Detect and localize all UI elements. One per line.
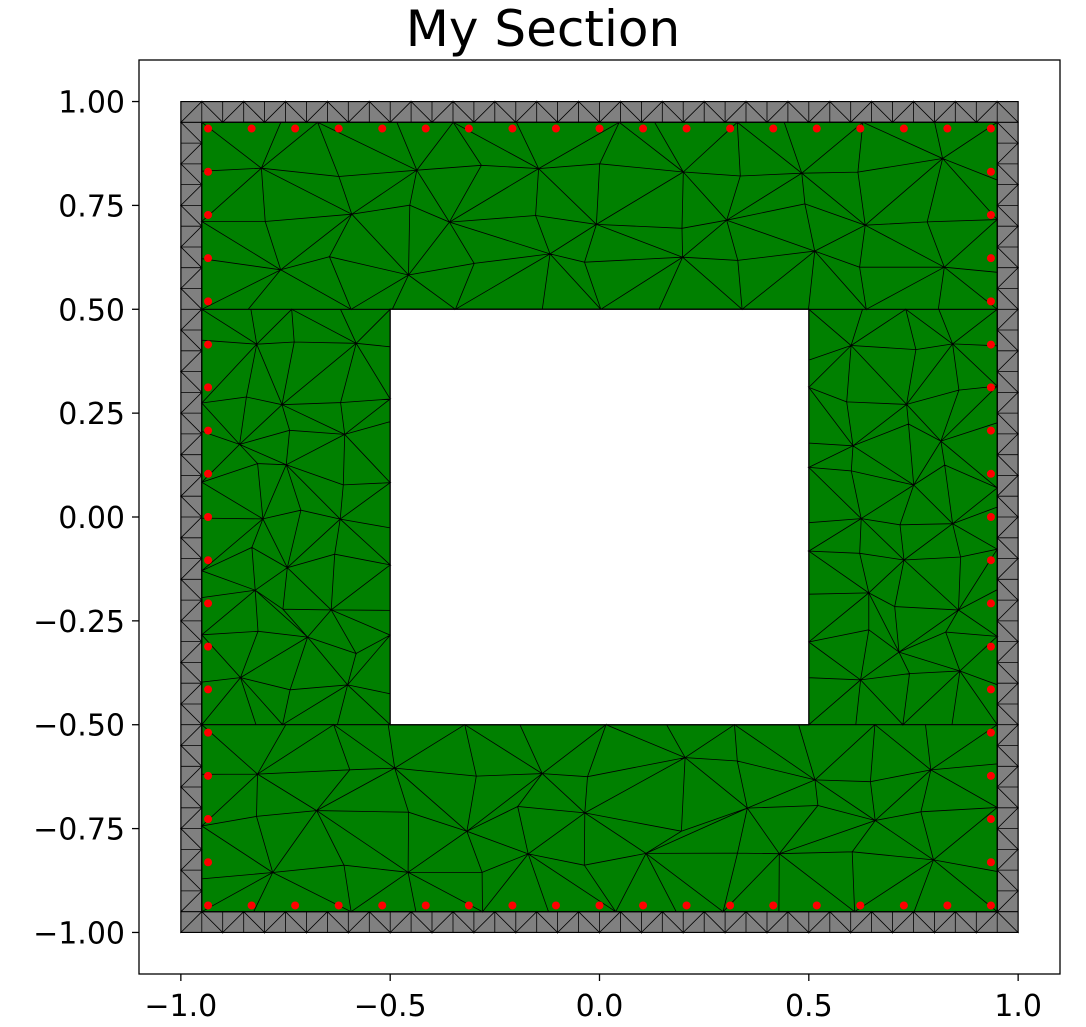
y-tick-label: −0.50 (33, 709, 125, 744)
rebar-point (204, 426, 213, 435)
rebar-point (421, 124, 430, 133)
rebar-point (204, 858, 213, 867)
rebar-point (856, 901, 865, 910)
rebar-point (204, 556, 213, 565)
rebar-point (551, 124, 560, 133)
rebar-point (334, 124, 343, 133)
rebar-point (247, 901, 256, 910)
rebar-point (204, 815, 213, 824)
rebar-point (986, 771, 995, 780)
mesh-lines (179, 910, 1020, 934)
rebar-point (769, 124, 778, 133)
rebar-point (334, 901, 343, 910)
rebar-point (812, 901, 821, 910)
rebar-point (247, 124, 256, 133)
rebar-point (204, 599, 213, 608)
rebar-point (726, 124, 735, 133)
rebar-point (204, 167, 213, 176)
rebar-point (378, 901, 387, 910)
rebar-point (986, 167, 995, 176)
rebar-point (986, 685, 995, 694)
rebar-point (943, 124, 952, 133)
rebar-point (595, 901, 604, 910)
rebar-point (204, 901, 213, 910)
mesh-lines (200, 723, 999, 914)
mesh-lines (200, 308, 392, 726)
rebar-point (508, 901, 517, 910)
rebar-point (204, 383, 213, 392)
y-tick-label: −0.25 (33, 605, 125, 640)
rebar-point (986, 815, 995, 824)
rebar-point (769, 901, 778, 910)
rebar-point (986, 254, 995, 263)
rebars-layer (204, 124, 995, 910)
rebar-point (204, 469, 213, 478)
rebar-point (986, 383, 995, 392)
rebar-point (291, 901, 300, 910)
rebar-point (682, 901, 691, 910)
rebar-point (899, 901, 908, 910)
rebar-point (986, 124, 995, 133)
rebar-point (986, 599, 995, 608)
rebar-point (986, 297, 995, 306)
y-tick-label: 0.50 (58, 293, 125, 328)
x-tick-label: 0.5 (785, 989, 833, 1024)
rebar-point (986, 642, 995, 651)
x-tick-label: 1.0 (994, 989, 1042, 1024)
rebar-point (204, 297, 213, 306)
rebar-point (899, 124, 908, 133)
rebar-point (986, 210, 995, 219)
mesh-lines (996, 121, 1020, 913)
rebar-point (204, 340, 213, 349)
rebar-point (595, 124, 604, 133)
rebar-point (639, 124, 648, 133)
rebar-point (682, 124, 691, 133)
rebar-point (639, 901, 648, 910)
rebar-point (812, 124, 821, 133)
rebar-point (943, 901, 952, 910)
x-tick-label: −0.5 (354, 989, 427, 1024)
rebar-point (204, 685, 213, 694)
rebar-point (204, 513, 213, 521)
rebar-point (204, 771, 213, 780)
regions-layer (180, 100, 1019, 934)
rebar-point (378, 124, 387, 133)
rebar-point (204, 728, 213, 737)
hole-region (389, 308, 810, 726)
rebar-point (986, 728, 995, 737)
rebar-point (726, 901, 735, 910)
rebar-point (986, 340, 995, 349)
y-tick-label: −1.00 (33, 916, 125, 951)
mesh-layer (179, 100, 1020, 934)
chart-title: My Section (405, 0, 681, 58)
rebar-point (986, 556, 995, 565)
rebar-point (204, 254, 213, 263)
rebar-point (508, 124, 517, 133)
y-tick-label: 0.00 (58, 501, 125, 536)
y-tick-label: 0.25 (58, 397, 125, 432)
rebar-point (986, 858, 995, 867)
rebar-point (986, 513, 995, 521)
rebar-point (204, 210, 213, 219)
x-tick-label: 0.0 (576, 989, 624, 1024)
rebar-point (204, 124, 213, 133)
x-tick-label: −1.0 (144, 989, 217, 1024)
rebar-point (464, 124, 473, 133)
rebar-point (986, 426, 995, 435)
rebar-point (986, 901, 995, 910)
y-tick-label: 1.00 (58, 86, 125, 121)
rebar-point (204, 642, 213, 651)
y-tick-label: −0.75 (33, 813, 125, 848)
mesh-lines (179, 100, 1020, 124)
y-tick-label: 0.75 (58, 189, 125, 224)
rebar-point (421, 901, 430, 910)
mesh-lines (179, 121, 203, 913)
rebar-point (551, 901, 560, 910)
axes-layer: −1.0 −0.5 0.0 0.5 1.0 1.00 0.75 0.50 0.25 0.00 −0.… (33, 86, 1042, 1024)
rebar-point (986, 469, 995, 478)
rebar-point (464, 901, 473, 910)
rebar-point (856, 124, 865, 133)
rebar-point (291, 124, 300, 133)
